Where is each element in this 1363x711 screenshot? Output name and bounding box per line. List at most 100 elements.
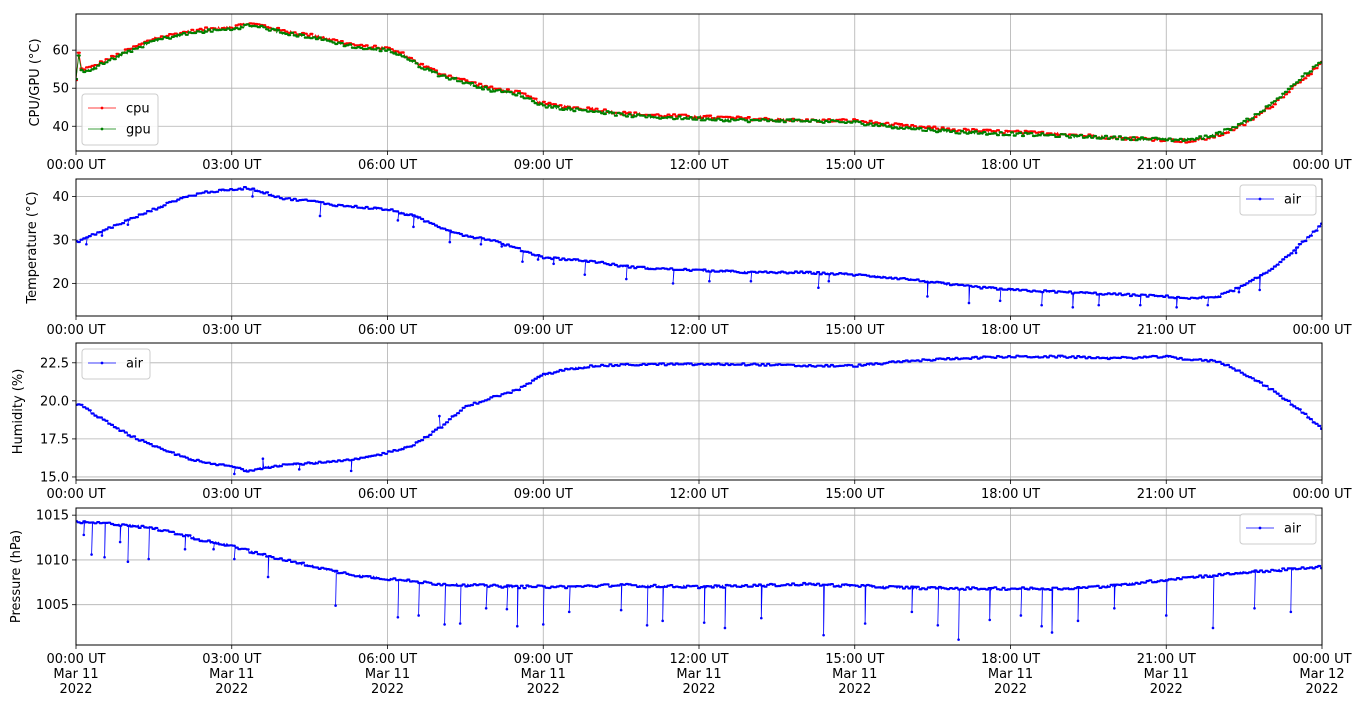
data-point-air (233, 557, 236, 561)
x-tick-label: 15:00 UT Mar 11 2022 (825, 652, 884, 697)
x-tick-label: 12:00 UT (669, 158, 728, 173)
data-point-air (1040, 303, 1043, 307)
axes-frame (75, 178, 1323, 317)
legend-label-gpu: gpu (126, 123, 151, 138)
y-tick-label: 40 (52, 120, 69, 135)
data-point-air (396, 219, 400, 222)
plot-area (76, 519, 1322, 641)
plot-area (76, 186, 1322, 309)
x-tick-label: 09:00 UT (514, 323, 573, 338)
legend-marker-air (1258, 197, 1262, 201)
x-tick-label: 06:00 UT (358, 487, 417, 502)
data-point-air (702, 621, 706, 624)
data-point-air (749, 279, 753, 283)
x-tick-label: 21:00 UT (1137, 323, 1196, 338)
x-tick-label: 03:00 UT Mar 11 2022 (202, 652, 261, 697)
x-tick-label: 12:00 UT (669, 323, 728, 338)
data-point-air (957, 638, 960, 641)
x-tick-label: 09:00 UT (514, 158, 573, 173)
legend-marker-air (100, 361, 104, 365)
legend: air (1239, 513, 1317, 545)
x-tick-label: 00:00 UT (46, 487, 105, 502)
legend-label-air: air (1284, 522, 1302, 537)
legend-label-air: air (1284, 193, 1302, 208)
series-markers-gpu (76, 23, 1322, 143)
x-tick-label: 12:00 UT Mar 11 2022 (669, 652, 728, 697)
legend-marker-air (1258, 526, 1262, 530)
y-tick-label: 50 (52, 82, 69, 97)
axes-frame (75, 13, 1323, 152)
x-tick-label: 06:00 UT (358, 323, 417, 338)
legend-box (81, 93, 159, 146)
data-point-air (334, 604, 337, 607)
data-point-air (126, 560, 130, 564)
x-tick-label: 03:00 UT (202, 158, 261, 173)
plot-area (76, 22, 1322, 144)
data-point-air (396, 615, 400, 619)
x-tick-label: 09:00 UT (514, 487, 573, 502)
y-tick-label: 17.5 (40, 432, 69, 447)
data-point-air (118, 540, 122, 544)
y-tick-label: 22.5 (40, 356, 69, 371)
data-point-air (1294, 251, 1298, 255)
panel-3: 00:00 UT 03:00 UT 06:00 UT 09:00 UT 12:00 UT… (11, 342, 1352, 502)
x-tick-label: 00:00 UT Mar 12 2022 (1292, 652, 1351, 697)
y-tick-label: 20.0 (40, 394, 69, 409)
legend: cpu gpu (81, 93, 159, 146)
data-point-air (412, 225, 415, 229)
data-point-air (645, 624, 649, 627)
y-tick-label: 30 (52, 233, 69, 248)
data-point-air (1138, 303, 1142, 307)
legend: air (81, 348, 151, 380)
data-point-air (936, 624, 940, 627)
data-point-air (233, 472, 236, 476)
legend-box (1239, 513, 1317, 545)
data-point-air (625, 277, 628, 281)
data-point-air (708, 279, 711, 283)
x-tick-label: 00:00 UT (1292, 323, 1351, 338)
y-tick-label: 15.0 (40, 470, 69, 485)
x-tick-label: 06:00 UT Mar 11 2022 (358, 652, 417, 697)
axes-frame (75, 342, 1323, 481)
x-tick-label: 00:00 UT Mar 11 2022 (46, 652, 105, 697)
data-point-air (479, 242, 483, 246)
x-tick-label: 21:00 UT (1137, 158, 1196, 173)
plot-area (76, 354, 1322, 476)
x-tick-label: 00:00 UT (1292, 487, 1351, 502)
data-point-air (926, 295, 929, 298)
legend-marker-cpu (100, 106, 104, 110)
data-point-air (85, 242, 88, 246)
series-markers-air (76, 186, 1322, 300)
panel-4: 00:00 UT Mar 11 2022 03:00 UT Mar 11 2022 06:0… (9, 507, 1352, 697)
legend-marker-gpu (100, 127, 104, 131)
series-markers-air (76, 520, 1322, 591)
y-tick-label: 20 (52, 277, 69, 292)
data-point-air (438, 414, 441, 418)
data-point-air (443, 623, 446, 626)
x-tick-label: 18:00 UT Mar 11 2022 (981, 652, 1040, 697)
data-point-air (1206, 303, 1210, 307)
data-point-air (1097, 303, 1101, 307)
legend-label-cpu: cpu (126, 102, 150, 117)
y-axis-label: Pressure (hPa) (9, 530, 24, 623)
legend-label-air: air (126, 357, 144, 372)
data-point-air (661, 619, 664, 623)
series-markers-air (76, 354, 1322, 473)
y-axis-label: Temperature (°C) (25, 191, 40, 304)
data-point-air (458, 622, 462, 625)
legend: air (1239, 184, 1317, 216)
data-point-air (297, 468, 301, 471)
x-tick-label: 06:00 UT (358, 158, 417, 173)
x-tick-label: 00:00 UT (1292, 158, 1351, 173)
y-axis-label: Humidity (%) (11, 369, 26, 455)
data-point-air (760, 616, 763, 620)
x-tick-label: 21:00 UT Mar 11 2022 (1137, 652, 1196, 697)
panel-1: 00:00 UT 03:00 UT 06:00 UT 09:00 UT 12:00 UT… (28, 13, 1352, 173)
legend-box (1239, 184, 1317, 216)
x-tick-label: 18:00 UT (981, 158, 1040, 173)
data-point-air (988, 618, 992, 622)
x-tick-label: 18:00 UT (981, 487, 1040, 502)
x-tick-label: 03:00 UT (202, 487, 261, 502)
y-tick-label: 1005 (36, 598, 69, 613)
